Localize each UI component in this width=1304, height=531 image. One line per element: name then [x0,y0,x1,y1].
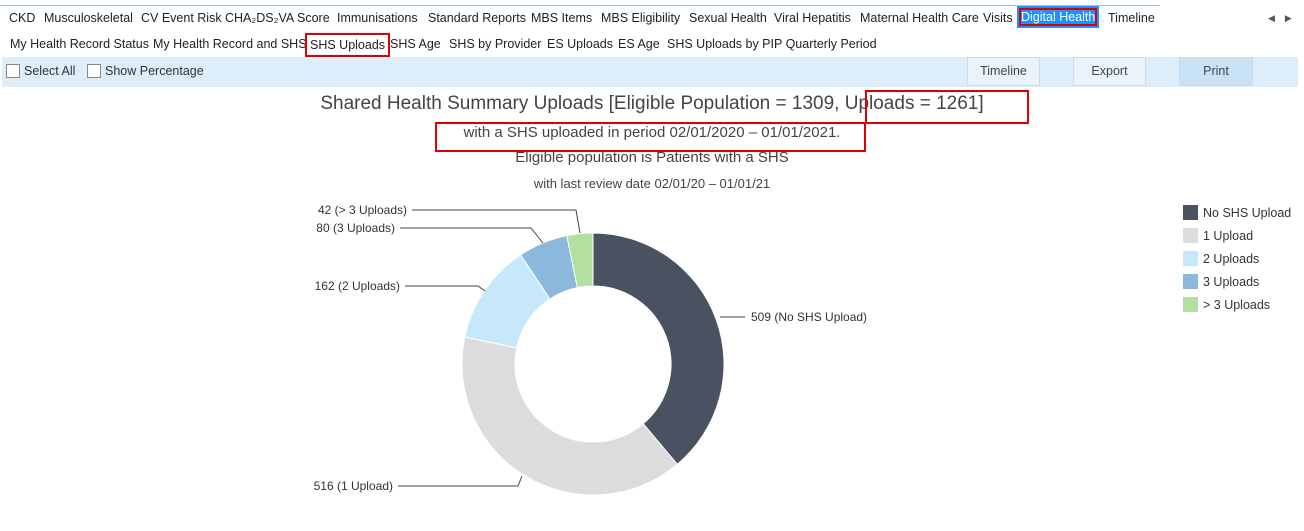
legend-item[interactable]: No SHS Upload [1183,201,1291,224]
data-label: 42 (> 3 Uploads) [318,203,407,217]
select-all-label: Select All [24,64,76,78]
chevron-right-icon[interactable]: ▶ [1284,13,1302,23]
tab-immunisations[interactable]: Immunisations [337,11,418,25]
tab-digital-health[interactable]: Digital Health [1017,6,1100,28]
subtab-shs-uploads-by-pip-quarterly-period[interactable]: SHS Uploads by PIP Quarterly Period [667,37,877,51]
subtab-es-age[interactable]: ES Age [618,37,660,51]
legend-item[interactable]: 2 Uploads [1183,247,1291,270]
data-label: 509 (No SHS Upload) [751,310,867,324]
legend-swatch [1183,205,1198,220]
export-button[interactable]: Export [1073,57,1146,86]
legend-label: No SHS Upload [1203,205,1292,220]
data-label: 80 (3 Uploads) [316,221,395,235]
tab-sexual-health[interactable]: Sexual Health [689,11,767,25]
data-label-connector [405,285,486,292]
tab-maternal-health-care[interactable]: Maternal Health Care [860,11,979,25]
tab-viral-hepatitis[interactable]: Viral Hepatitis [774,11,851,25]
data-label: 162 (2 Uploads) [315,279,400,293]
subtab-my-health-record-and-shs[interactable]: My Health Record and SHS [153,37,307,51]
sub-nav-bar: My Health Record Status My Health Record… [0,33,1304,57]
report-toolbar: Select All Show Percentage Timeline Expo… [2,57,1298,87]
subtab-shs-by-provider[interactable]: SHS by Provider [449,37,542,51]
tab-timeline[interactable]: Timeline [1108,11,1155,25]
donut-slice-no-shs-upload[interactable] [592,232,725,466]
highlight-uploads-total [865,90,1029,124]
legend-swatch [1183,274,1198,289]
chevron-left-icon[interactable]: ◀ [1268,13,1285,23]
subtab-shs-uploads[interactable]: SHS Uploads [305,33,391,57]
chart-legend: No SHS Upload 1 Upload 2 Uploads 3 Uploads >… [1183,201,1291,316]
tab-standard-reports[interactable]: Standard Reports [428,11,526,25]
donut-slice-1-upload[interactable] [461,336,678,496]
report-title: Shared Health Summary Uploads [Eligible … [0,93,1304,115]
tab-cv-event-risk[interactable]: CV Event Risk [141,11,222,25]
legend-item[interactable]: 3 Uploads [1183,270,1291,293]
timeline-button[interactable]: Timeline [967,57,1040,86]
eligible-population-note: Eligible population is Patients with a S… [515,149,789,166]
report-subtitle: with a SHS uploaded in period 02/01/2020… [463,124,841,141]
legend-label: 2 Uploads [1203,251,1260,266]
tab-musculoskeletal[interactable]: Musculoskeletal [44,11,133,25]
subtab-shs-age[interactable]: SHS Age [390,37,441,51]
review-date-note: with last review date 02/01/20 – 01/01/2… [533,176,771,191]
data-label: 516 (1 Upload) [314,479,393,493]
top-nav-bar: CKD Musculoskeletal CV Event Risk CHA₂DS… [0,5,1304,31]
legend-item[interactable]: > 3 Uploads [1183,293,1291,316]
donut-slice-3-uploads[interactable] [566,232,594,289]
data-label-connector [398,475,523,487]
tab-mbs-items[interactable]: MBS Items [531,11,593,25]
show-percentage-label: Show Percentage [105,64,204,78]
highlight-period-subtitle [435,122,866,152]
tab-scroll-arrows[interactable]: ◀▶ [1268,13,1302,24]
tab-cha2ds2va-score[interactable]: CHA₂DS₂VA Score [225,11,330,25]
checkbox-box[interactable] [87,64,101,78]
legend-label: 3 Uploads [1203,274,1260,289]
tab-mbs-eligibility[interactable]: MBS Eligibility [601,11,681,25]
legend-item[interactable]: 1 Upload [1183,224,1291,247]
legend-label: > 3 Uploads [1203,297,1271,312]
legend-swatch [1183,251,1198,266]
legend-swatch [1183,297,1198,312]
tab-ckd[interactable]: CKD [9,11,36,25]
subtab-es-uploads[interactable]: ES Uploads [547,37,614,51]
select-all-checkbox[interactable]: Select All [6,64,75,78]
legend-swatch [1183,228,1198,243]
data-label-connector [412,209,581,234]
print-button[interactable]: Print [1179,57,1253,86]
report-title-part1: Shared Health Summary Uploads [Eligible … [320,93,845,114]
legend-label: 1 Upload [1203,228,1254,243]
report-title-uploads: Uploads = 1261] [844,93,984,114]
checkbox-box[interactable] [6,64,20,78]
subtab-my-health-record-status[interactable]: My Health Record Status [10,37,149,51]
tab-visits[interactable]: Visits [983,11,1013,25]
data-label-connector [400,227,544,244]
show-percentage-checkbox[interactable]: Show Percentage [87,64,204,78]
top-nav-divider [0,5,1160,6]
